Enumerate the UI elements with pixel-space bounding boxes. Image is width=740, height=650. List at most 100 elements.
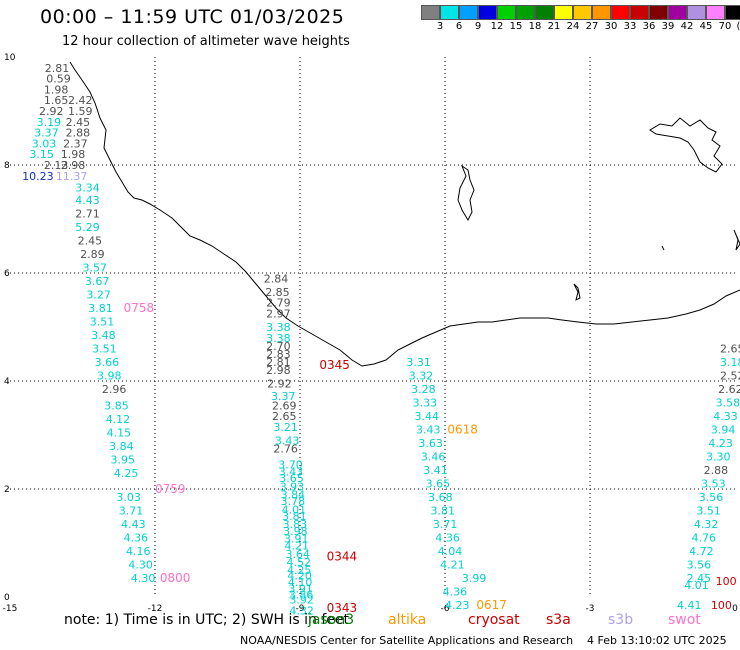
wave-height-label: 0344 [327,550,358,564]
x-tick-label: -9 [296,604,305,614]
wave-height-label: 4.30 [131,572,156,585]
wave-height-label: 4.10 [288,576,313,589]
legend-swatch [725,5,740,20]
color-legend [421,5,740,20]
map-grid [10,57,735,597]
legend-swatch [535,5,554,20]
wave-height-label: 0617 [476,598,507,612]
wave-height-label: 4.41 [677,599,702,612]
wave-height-label: 2.83 [266,348,291,361]
wave-height-label: 3.43 [275,434,300,447]
satellite-legend-item: jason3 [308,612,355,628]
legend-swatch [516,5,535,20]
legend-label: 39 [661,21,675,32]
wave-height-label: 2.81 [45,62,70,75]
wave-height-label: 3.03 [32,137,57,150]
wave-height-label: 0618 [447,423,478,437]
wave-height-label: 3.19 [37,116,62,129]
wave-height-label: 2.98 [61,159,86,172]
wave-height-label: 2.81 [266,356,291,369]
wave-height-label: 3.27 [86,289,111,302]
wave-height-label: 4.16 [126,545,151,558]
wave-height-label: 3.66 [95,356,120,369]
wave-height-label: 2.92 [267,378,292,391]
coastline-island-east [649,117,723,173]
legend-swatch [649,5,668,20]
wave-height-label: 2.88 [704,464,729,477]
wave-height-label: 3.33 [413,397,438,410]
wave-height-label: 3.30 [706,451,731,464]
wave-height-label: 3.91 [284,533,309,546]
legend-swatch [630,5,649,20]
wave-height-label: 2.52 [720,370,740,383]
wave-height-label: 4.36 [124,532,149,545]
wave-height-label: 5.29 [75,221,100,234]
wave-height-label: 1.98 [44,83,68,96]
legend-swatch [668,5,687,20]
wave-height-labels: 2.810.591.981.65 2.422.92 1.593.19 2.453.37… [22,62,740,618]
wave-height-label: 2.92 [39,105,64,118]
wave-height-label: 2.79 [266,297,291,310]
wave-height-label: 1.59 [68,105,93,118]
wave-height-label: 3.46 [421,451,446,464]
axis-ticks: -15 -12 -9 -6 -3 0 10 8 6 4 2 0 [3,53,738,614]
wave-height-label: 4.23 [445,599,470,612]
wave-height-label: 2.45 [687,572,712,585]
wave-height-label: 2.42 [68,94,93,107]
x-tick-label: 0 [732,604,738,614]
wave-height-label: 3.21 [273,421,298,434]
legend-label: 12 [490,21,504,32]
footnote: note: 1) Time is in UTC; 2) SWH is in fe… [64,612,350,628]
wave-height-label: 4.36 [443,586,468,599]
wave-height-label: 2.85 [265,286,290,299]
wave-height-label: 3.84 [109,440,134,453]
wave-height-label: 4.30 [128,559,153,572]
legend-label: 3 [436,21,444,32]
wave-height-label: 3.56 [687,559,712,572]
wave-height-label: 3.81 [431,505,456,518]
wave-height-label: 3.32 [409,370,434,383]
legend-label: 6 [455,21,463,32]
wave-height-label: 2.88 [66,127,91,140]
legend-swatch [459,5,478,20]
wave-height-label: 3.93 [280,480,305,493]
satellite-legend-item: s3b [608,612,634,628]
legend-swatch [592,5,611,20]
y-tick-label: 0 [4,593,10,603]
wave-height-label: 3.37 [271,390,296,403]
wave-height-label: 4.01 [282,504,307,517]
legend-label: 42 [680,21,694,32]
wave-height-label: 3.78 [281,495,306,508]
wave-height-label: 3.51 [696,505,721,518]
wave-height-label: 4.21 [440,559,465,572]
wave-height-label: 11.37 [56,170,88,183]
wave-height-label: 3.86 [289,588,314,601]
wave-height-label: 3.53 [701,478,726,491]
coastline [69,61,740,367]
legend-swatch [421,5,440,20]
wave-height-label: 10.23 [22,170,54,183]
map-title: 00:00 – 11:59 UTC 01/03/2025 [40,6,345,28]
wave-height-label: 3.85 [104,399,129,412]
wave-height-label: 3.67 [85,275,110,288]
wave-height-label: 3.51 [92,343,117,356]
wave-height-label: 3.38 [266,321,291,334]
satellite-legend-item: s3a [546,612,571,628]
wave-height-label: 4.25 [287,564,312,577]
wave-height-label: 2.65 [272,410,297,423]
wave-height-label: 3.92 [289,594,314,607]
x-tick-label: -6 [441,604,450,614]
wave-height-label: 4.25 [114,467,138,480]
legend-label: 45 [699,21,713,32]
wave-height-label: 100 [716,575,737,588]
wave-height-label: 4.52 [286,556,311,569]
y-tick-label: 6 [4,269,10,279]
wave-height-label: 4.12 [106,413,131,426]
legend-label: 33 [623,21,637,32]
wave-height-label: 4.72 [689,545,714,558]
wave-height-label: 3.56 [699,491,724,504]
wave-height-label: 4.32 [289,605,314,618]
legend-label: 15 [509,21,523,32]
wave-height-label: 4.04 [438,545,463,558]
